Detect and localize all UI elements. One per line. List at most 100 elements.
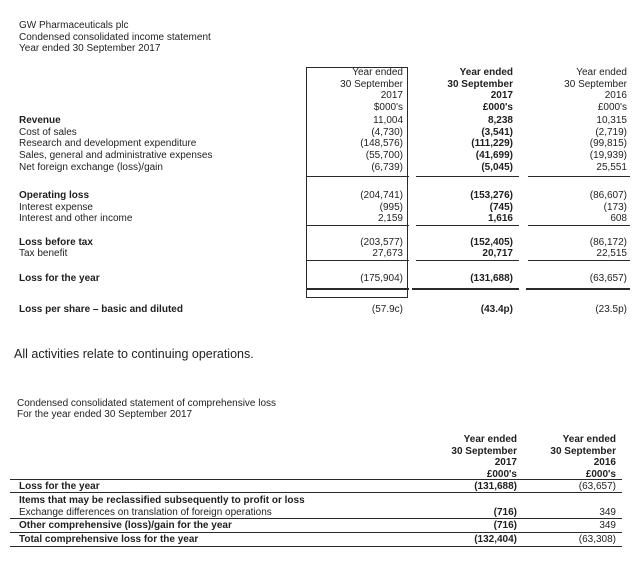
value-gbp-2017: (131,688) [470,273,513,284]
rule-subtotal [306,225,409,226]
column-header-line: 30 September [451,445,517,457]
rule-table-bottom [10,546,622,547]
rule-subtotal [306,176,409,177]
value-usd-2017: (175,904) [360,273,403,284]
value-gbp-2016: 349 [599,507,616,518]
row-label-operating-loss: Operating loss [19,190,90,201]
rule-row [10,532,622,533]
row-label-loss-per-share: Loss per share – basic and diluted [19,304,183,315]
column-header-line: 2016 [593,457,616,469]
rule-row [10,492,622,493]
value-gbp-2016: (63,308) [578,534,616,545]
row-label-interest-other-income: Interest and other income [19,213,133,224]
column-header-line: $000's [373,101,403,113]
row-label-reclassified-items: Items that may be reclassified subsequen… [19,495,305,506]
rule-subtotal [528,225,630,226]
row-label-cost-of-sales: Cost of sales [19,127,77,138]
column-header-line: 30 September [340,78,403,90]
value-gbp-2016: (86,607) [589,190,627,201]
column-header-line: 2017 [490,90,513,102]
column-header-line: 2017 [380,90,403,102]
value-gbp-2016: (86,172) [589,237,627,248]
rule-subtotal [416,176,519,177]
column-header-line: Year ended [459,67,513,78]
rule-table-top [10,479,622,480]
row-label-other-comprehensive: Other comprehensive (loss)/gain for the … [19,520,232,531]
column-header-usd-2017: Year ended 30 September 2017 $000's [306,67,403,113]
value-gbp-2016: (19,939) [589,150,627,161]
value-gbp-2017: (716) [493,520,517,531]
value-gbp-2016: (23.5p) [595,304,627,315]
column-header-line: 30 September [564,78,627,90]
value-gbp-2017: (3,541) [481,127,513,138]
value-gbp-2017: (5,045) [481,162,513,173]
value-gbp-2016: (99,815) [589,138,627,149]
column-header-gbp-2016: Year ended 30 September 2016 £000's [523,434,616,480]
value-gbp-2017: (131,688) [474,481,517,492]
column-header-line: £000's [597,101,627,113]
column-header-line: £000's [486,468,517,480]
value-usd-2017: (203,577) [360,237,403,248]
value-gbp-2016: 25,551 [596,162,627,173]
row-label-loss-for-year: Loss for the year [19,273,100,284]
column-header-line: Year ended [463,434,517,445]
value-gbp-2017: (745) [489,202,513,213]
value-gbp-2016: 22,515 [596,248,627,259]
continuing-operations-note: All activities relate to continuing oper… [14,347,254,361]
value-gbp-2016: (2,719) [595,127,627,138]
value-gbp-2017: (132,404) [474,534,517,545]
row-label-net-foreign-exchange: Net foreign exchange (loss)/gain [19,162,163,173]
value-usd-2017: 27,673 [372,248,403,259]
column-header-gbp-2017: Year ended 30 September 2017 £000's [420,434,517,480]
column-header-line: £000's [482,101,513,113]
comprehensive-statement-title: Condensed consolidated statement of comp… [17,398,277,409]
row-label-loss-for-year: Loss for the year [19,481,100,492]
value-gbp-2016: 349 [599,520,616,531]
value-gbp-2016: (173) [603,202,627,213]
column-header-line: Year ended [562,434,616,445]
column-header-line: Year ended [352,67,403,78]
value-gbp-2017: (41,699) [475,150,513,161]
rule-subtotal [528,260,630,261]
value-gbp-2016: (63,657) [578,481,616,492]
column-header-line: £000's [585,468,616,480]
statement-title: Condensed consolidated income statement [19,31,211,43]
row-label-total-comprehensive-loss: Total comprehensive loss for the year [19,534,199,545]
row-label-exchange-differences: Exchange differences on translation of f… [19,507,272,518]
column-header-line: 2017 [494,457,517,469]
value-usd-2017: (148,576) [360,138,403,149]
column-header-line: Year ended [576,67,627,78]
row-label-rd-expenditure: Research and development expenditure [19,138,197,149]
column-header-line: 2016 [604,90,627,102]
row-label-interest-expense: Interest expense [19,202,93,213]
rule-total [412,288,519,290]
column-header-gbp-2017: Year ended 30 September 2017 £000's [416,67,513,113]
value-usd-2017: (55,700) [365,150,403,161]
rule-subtotal [416,225,519,226]
value-usd-2017: (204,741) [360,190,403,201]
company-name: GW Pharmaceuticals plc [19,20,129,31]
column-header-line: 30 September [550,445,616,457]
value-usd-2017: (57.9c) [371,304,403,315]
row-label-loss-before-tax: Loss before tax [19,237,93,248]
rule-subtotal [416,260,519,261]
value-gbp-2017: (716) [493,507,517,518]
value-gbp-2017: (111,229) [471,138,513,149]
value-gbp-2017: 20,717 [482,248,513,259]
rule-row [10,518,622,519]
value-gbp-2017: 1,616 [487,213,513,224]
value-usd-2017: 11,004 [373,115,403,126]
value-usd-2017: 2,159 [377,213,403,224]
usd-column-box [306,67,408,298]
value-gbp-2016: 608 [610,213,627,224]
row-label-tax-benefit: Tax benefit [19,248,68,259]
value-usd-2017: (6,739) [371,162,403,173]
rule-total [526,288,630,290]
column-header-gbp-2016: Year ended 30 September 2016 £000's [528,67,627,113]
value-gbp-2016: (63,657) [589,273,627,284]
value-gbp-2017: (43.4p) [480,304,513,315]
value-gbp-2017: 8,238 [487,115,513,126]
value-usd-2017: (995) [379,202,403,213]
row-label-revenue: Revenue [19,115,61,126]
